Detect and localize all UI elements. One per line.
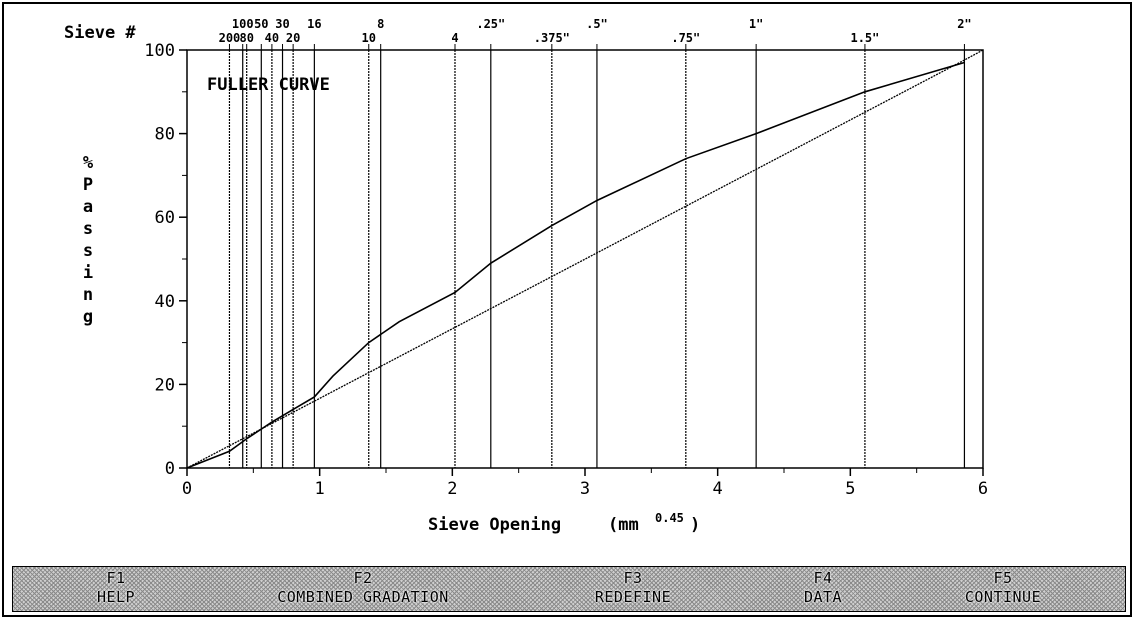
y-axis-label-char: i xyxy=(83,263,93,283)
sieve-label: .375" xyxy=(534,31,570,45)
sieve-label: 4 xyxy=(451,31,458,45)
f2-combined-gradation-button[interactable]: F2 COMBINED GRADATION xyxy=(233,569,493,609)
y-axis-label-char: s xyxy=(83,219,93,239)
f4-data-button[interactable]: F4 DATA xyxy=(778,569,868,609)
gradation-curve xyxy=(186,61,965,469)
sieve-label: 50 xyxy=(254,17,268,31)
sieve-label: 30 xyxy=(275,17,289,31)
f5-key: F5 xyxy=(993,569,1013,587)
f2-label: COMBINED GRADATION xyxy=(277,588,449,606)
sieve-label: 2" xyxy=(957,17,971,31)
sieve-label: .25" xyxy=(476,17,505,31)
y-axis-label-char: g xyxy=(83,307,93,327)
sieve-label: 10 xyxy=(362,31,376,45)
y-axis-label-char: n xyxy=(83,285,93,305)
f1-label: HELP xyxy=(96,588,136,606)
x-tick-label: 0 xyxy=(182,479,192,499)
sieve-label: 1" xyxy=(749,17,763,31)
x-tick-label: 5 xyxy=(845,479,855,499)
x-axis-unit-exponent: 0.45 xyxy=(655,511,684,525)
f5-continue-button[interactable]: F5 CONTINUE xyxy=(933,569,1073,609)
y-axis-label-char: s xyxy=(83,241,93,261)
x-tick-label: 1 xyxy=(315,479,325,499)
f4-key: F4 xyxy=(813,569,833,587)
f5-label: CONTINUE xyxy=(964,588,1042,606)
sieve-label: .5" xyxy=(586,17,608,31)
f1-help-button[interactable]: F1 HELP xyxy=(81,569,151,609)
f3-label: REDEFINE xyxy=(594,588,672,606)
f1-key: F1 xyxy=(106,569,126,587)
fuller-max-density-line xyxy=(186,49,984,469)
plot-frame xyxy=(186,49,984,469)
fuller-curve-annotation: FULLER CURVE xyxy=(207,75,330,95)
sieve-label: 100 xyxy=(232,17,254,31)
y-tick-label: 20 xyxy=(155,375,175,395)
sieve-label: 20 xyxy=(286,31,300,45)
top-axis-label: Sieve # xyxy=(64,23,136,43)
x-axis-label: Sieve Opening xyxy=(428,515,561,535)
chart-series xyxy=(186,49,984,469)
y-tick-label: 100 xyxy=(144,41,175,61)
x-tick-label: 2 xyxy=(447,479,457,499)
sieve-label: 80 xyxy=(239,31,253,45)
function-key-bar: F1 HELP F2 COMBINED GRADATION F3 REDEFIN… xyxy=(12,566,1126,612)
sieve-label: 16 xyxy=(307,17,321,31)
y-tick-label: 40 xyxy=(155,292,175,312)
sieve-grid xyxy=(228,44,966,468)
sieve-label: 40 xyxy=(265,31,279,45)
x-tick-label: 6 xyxy=(978,479,988,499)
x-axis-unit: (mm xyxy=(608,515,639,535)
y-tick-label: 0 xyxy=(165,459,175,479)
x-axis-unit-close: ) xyxy=(690,515,700,535)
f4-label: DATA xyxy=(803,588,843,606)
x-tick-label: 3 xyxy=(580,479,590,499)
sieve-label: .75" xyxy=(671,31,700,45)
y-axis-label-char: % xyxy=(83,153,94,173)
chart-axes xyxy=(179,49,984,476)
f3-redefine-button[interactable]: F3 REDEFINE xyxy=(568,569,698,609)
sieve-label: 1.5" xyxy=(850,31,879,45)
f3-key: F3 xyxy=(623,569,643,587)
sieve-label: 8 xyxy=(377,17,384,31)
f2-key: F2 xyxy=(353,569,373,587)
y-axis-label-char: a xyxy=(83,197,93,217)
sieve-label: 200 xyxy=(219,31,241,45)
y-tick-label: 60 xyxy=(155,208,175,228)
y-tick-label: 80 xyxy=(155,125,175,145)
x-tick-label: 4 xyxy=(713,479,723,499)
y-axis-label-char: P xyxy=(83,175,93,195)
